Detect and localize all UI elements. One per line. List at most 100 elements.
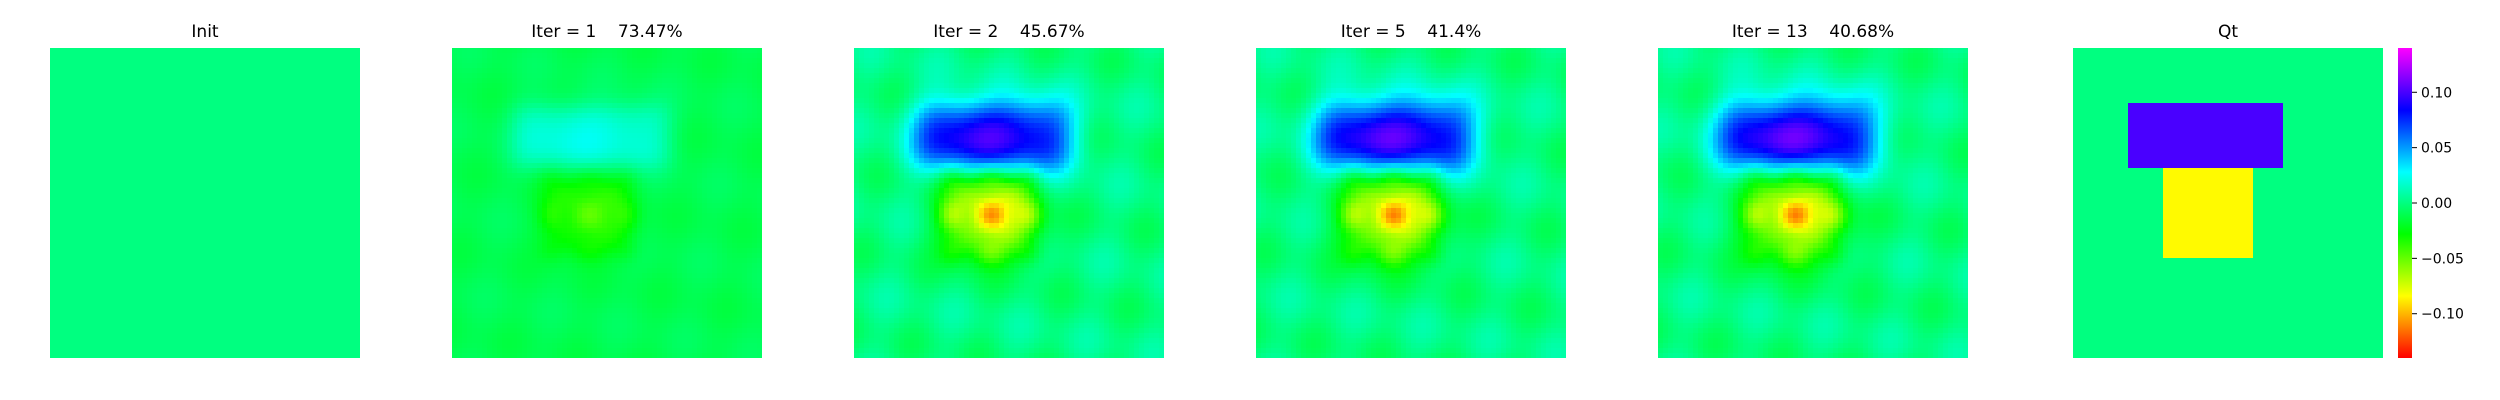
heatmap-cell [512,113,518,119]
heatmap-cell [330,338,336,344]
heatmap-cell [70,83,76,89]
heatmap-cell [350,263,356,269]
heatmap-cell [120,298,126,304]
heatmap-cell [170,63,176,69]
heatmap-cell [602,128,608,134]
heatmap-cell [165,298,171,304]
heatmap-cell [290,123,296,129]
heatmap-cell [310,273,316,279]
heatmap-cell [85,203,91,209]
heatmap-cell [230,258,236,264]
heatmap-cell [350,343,356,349]
heatmap-cell [275,243,281,249]
heatmap-cell [717,128,723,134]
heatmap-cell [80,133,86,139]
heatmap-cell [110,213,116,219]
heatmap-cell [542,133,548,139]
heatmap-cell [275,298,281,304]
heatmap-cell [80,233,86,239]
heatmap-cell [205,78,211,84]
heatmap-cell [225,208,231,214]
heatmap-cell [170,68,176,74]
heatmap-cell [55,53,61,59]
heatmap-cell [85,178,91,184]
heatmap-cell [667,53,673,59]
heatmap-cell [180,333,186,339]
heatmap-cell [60,318,66,324]
heatmap-cell [250,193,256,199]
heatmap-cell [752,73,758,79]
heatmap-cell [537,53,543,59]
heatmap-cell [280,313,286,319]
heatmap-cell [355,118,360,124]
heatmap-cell [185,68,191,74]
heatmap-cell [260,263,266,269]
heatmap-cell [507,88,513,94]
heatmap-cell [90,163,96,169]
heatmap-cell [300,273,306,279]
heatmap-cell [95,203,101,209]
heatmap-cell [310,103,316,109]
heatmap-cell [225,303,231,309]
heatmap-cell [340,63,346,69]
heatmap-cell [185,278,191,284]
heatmap-cell [180,198,186,204]
heatmap-cell [65,198,71,204]
heatmap-cell [60,223,66,229]
heatmap-cell [170,123,176,129]
heatmap-cell [55,223,61,229]
heatmap-cell [175,123,181,129]
heatmap-cell [270,273,276,279]
heatmap-cell [472,48,478,54]
heatmap-cell [180,168,186,174]
heatmap-cell [215,98,221,104]
heatmap-cell [275,153,281,159]
heatmap-cell [215,133,221,139]
heatmap-cell [457,128,463,134]
heatmap-cell [757,118,762,124]
heatmap-cell [250,53,256,59]
heatmap-cell [125,183,131,189]
heatmap-cell [295,273,301,279]
heatmap-cell [452,78,458,84]
heatmap-cell [115,313,121,319]
heatmap-cell [195,223,201,229]
heatmap-cell [757,48,762,54]
heatmap-cell [712,73,718,79]
heatmap-cell [315,303,321,309]
heatmap-cell [737,93,743,99]
heatmap-cell [330,308,336,314]
heatmap-cell [140,348,146,354]
heatmap-cell [55,98,61,104]
heatmap-cell [607,48,613,54]
heatmap-cell [100,53,106,59]
heatmap-cell [60,303,66,309]
heatmap-cell [255,83,261,89]
heatmap-cell [350,113,356,119]
heatmap-cell [70,228,76,234]
heatmap-cell [747,128,753,134]
heatmap-cell [325,148,331,154]
heatmap-cell [100,133,106,139]
heatmap-cell [315,228,321,234]
heatmap-cell [175,318,181,324]
heatmap-cell [697,93,703,99]
heatmap-cell [275,148,281,154]
heatmap-cell [492,68,498,74]
heatmap-cell [75,183,81,189]
heatmap-cell [215,268,221,274]
heatmap-cell [150,168,156,174]
heatmap-cell [135,338,141,344]
heatmap-cell [75,138,81,144]
heatmap-cell [205,68,211,74]
heatmap-cell [205,203,211,209]
heatmap-cell [512,83,518,89]
heatmap-cell [547,53,553,59]
heatmap-cell [350,243,356,249]
heatmap-cell [190,163,196,169]
panel-iter-1: Iter = 1 73.47% [452,0,762,400]
heatmap-cell [300,98,306,104]
heatmap-cell [637,103,643,109]
heatmap-cell [150,318,156,324]
heatmap-cell [140,53,146,59]
